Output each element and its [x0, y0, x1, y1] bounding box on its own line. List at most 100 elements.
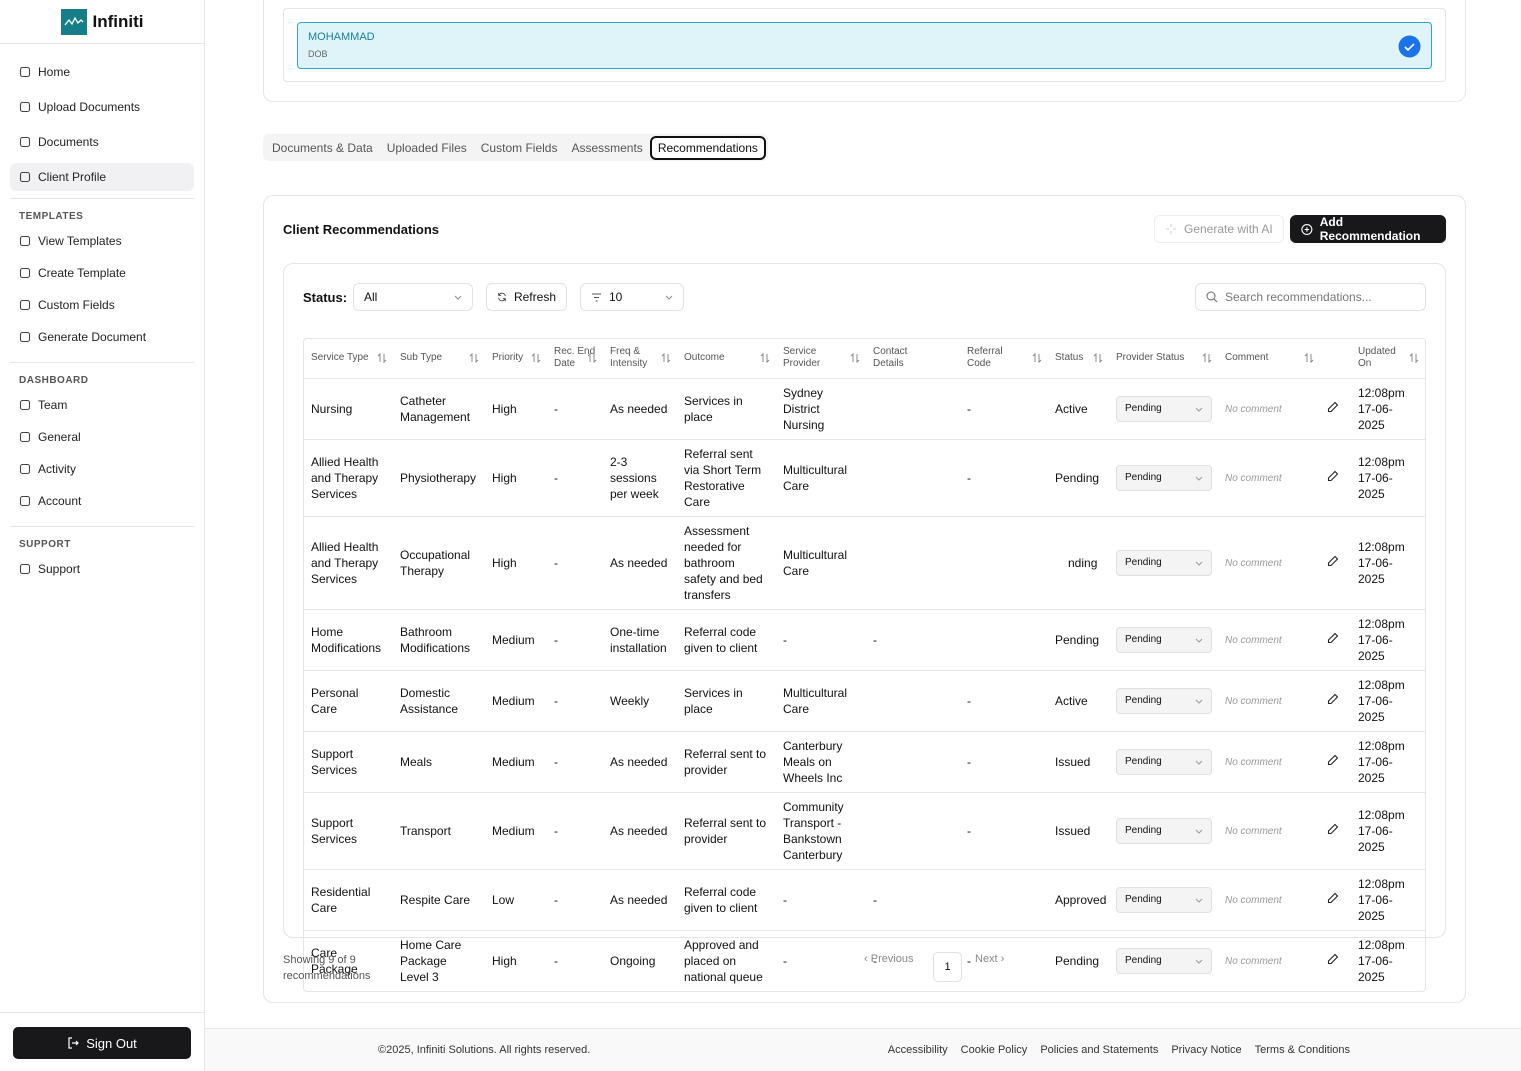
end-date: -: [554, 470, 558, 485]
cell-referral: -: [960, 378, 1048, 440]
nav-item[interactable]: Upload Documents: [10, 93, 194, 121]
edit-button[interactable]: [1327, 401, 1339, 416]
cell-contact: [866, 731, 960, 793]
column-header: Status: [1048, 339, 1109, 379]
nav-item[interactable]: View Templates: [10, 227, 194, 255]
cell-end-date: -: [547, 670, 603, 732]
tab[interactable]: Documents & Data: [272, 140, 373, 155]
nav-item[interactable]: Activity: [10, 455, 194, 483]
comment: No comment: [1225, 403, 1282, 415]
client-item[interactable]: MOHAMMAD DOB: [297, 22, 1432, 69]
page-number[interactable]: 1: [933, 952, 962, 982]
cell-outcome: Referral sent via Short Term Restorative…: [677, 439, 776, 517]
tab[interactable]: Recommendations: [649, 135, 766, 160]
provider-status-select[interactable]: Pending: [1116, 626, 1212, 653]
footer-link[interactable]: Privacy Notice: [1171, 1044, 1242, 1056]
edit-button[interactable]: [1327, 892, 1339, 907]
nav-sections: TEMPLATES View Templates Create Template Cu…: [0, 198, 204, 594]
tab[interactable]: Uploaded Files: [386, 140, 467, 155]
service-type: Nursing: [311, 401, 353, 416]
updated-date: 17-06-2025: [1358, 632, 1393, 663]
contact: -: [873, 892, 877, 907]
sign-out-button[interactable]: Sign Out: [13, 1027, 191, 1059]
add-recommendation-button[interactable]: Add Recommendation: [1290, 215, 1446, 243]
cell-freq: Weekly: [603, 670, 677, 732]
footer-link[interactable]: Terms & Conditions: [1254, 1044, 1350, 1056]
cell-freq: As needed: [603, 516, 677, 610]
generate-ai-button[interactable]: Generate with AI: [1154, 215, 1284, 243]
search-input[interactable]: Search recommendations...: [1195, 283, 1426, 311]
updated-time: 12:08pm: [1358, 876, 1405, 891]
previous-button[interactable]: ‹ Previous: [864, 953, 914, 965]
cell-comment: No comment: [1218, 516, 1320, 610]
provider: -: [783, 892, 787, 907]
comment: No comment: [1225, 955, 1282, 967]
table-row: Home Modifications Bathroom Modifications…: [304, 609, 1425, 671]
nav-item[interactable]: General: [10, 423, 194, 451]
column-header-label: Comment: [1225, 352, 1269, 364]
provider-status-select[interactable]: Pending: [1116, 748, 1212, 775]
cell-end-date: -: [547, 930, 603, 991]
footer-link[interactable]: Policies and Statements: [1040, 1044, 1159, 1056]
referral: -: [967, 693, 971, 708]
cell-updated: 12:08pm 17-06-2025: [1351, 670, 1425, 732]
provider-status-select[interactable]: Pending: [1116, 464, 1212, 491]
edit-button[interactable]: [1327, 693, 1339, 708]
provider-status-select[interactable]: Pending: [1116, 687, 1212, 714]
nav-item[interactable]: Support: [10, 555, 194, 583]
nav-label: Account: [38, 494, 82, 508]
edit-button[interactable]: [1327, 823, 1339, 838]
edit-button[interactable]: [1327, 470, 1339, 485]
provider-status-select[interactable]: Pending: [1116, 549, 1212, 576]
nav-label: Home: [38, 65, 71, 79]
column-header: Rec. End Date: [547, 339, 603, 379]
updated-time: 12:08pm: [1358, 385, 1405, 400]
next-button[interactable]: Next ›: [975, 953, 1005, 965]
nav-label: Client Profile: [38, 170, 107, 184]
contact: -: [873, 953, 877, 968]
updated-time: 12:08pm: [1358, 807, 1405, 822]
search-placeholder: Search recommendations...: [1225, 290, 1372, 304]
nav-item[interactable]: Create Template: [10, 259, 194, 287]
cell-sub-type: Meals: [393, 731, 485, 793]
nav-item[interactable]: Documents: [10, 128, 194, 156]
edit-button[interactable]: [1327, 555, 1339, 570]
nav-section: SUPPORT Support: [10, 526, 194, 594]
tab[interactable]: Assessments: [571, 140, 643, 155]
provider-status-select[interactable]: Pending: [1116, 886, 1212, 913]
nav-item[interactable]: Account: [10, 487, 194, 515]
contact: -: [873, 632, 877, 647]
nav-label: General: [38, 430, 81, 444]
freq: As needed: [610, 892, 668, 907]
nav-item[interactable]: Client Profile: [10, 163, 194, 191]
tab[interactable]: Custom Fields: [480, 140, 558, 155]
updated-date: 17-06-2025: [1358, 401, 1393, 432]
nav-item[interactable]: Generate Document: [10, 323, 194, 351]
provider-status-select[interactable]: Pending: [1116, 395, 1212, 422]
page-size-select[interactable]: 10: [580, 283, 684, 311]
panel-title: Client Recommendations: [283, 222, 440, 237]
updated-date: 17-06-2025: [1358, 892, 1393, 923]
status-select[interactable]: All: [353, 283, 473, 311]
refresh-button[interactable]: Refresh: [486, 283, 567, 311]
footer-link[interactable]: Cookie Policy: [960, 1044, 1028, 1056]
column-header-label: Referral Code: [967, 346, 1003, 370]
nav-item[interactable]: Custom Fields: [10, 291, 194, 319]
cell-freq: One-time installation: [603, 609, 677, 671]
edit-button[interactable]: [1327, 632, 1339, 647]
cell-updated: 12:08pm 17-06-2025: [1351, 378, 1425, 440]
status: Pending: [1055, 470, 1100, 485]
service-type: Home Modifications: [311, 624, 382, 655]
cell-edit: [1320, 670, 1351, 732]
nav-item[interactable]: Home: [10, 58, 194, 86]
cell-comment: No comment: [1218, 378, 1320, 440]
provider-status-select[interactable]: Pending: [1116, 817, 1212, 844]
footer: ©2025, Infiniti Solutions. All rights re…: [205, 1028, 1521, 1071]
provider-status-select[interactable]: Pending: [1116, 947, 1212, 974]
edit-button[interactable]: [1327, 754, 1339, 769]
cell-provider: Multicultural Care: [776, 516, 866, 610]
cell-priority: High: [485, 930, 547, 991]
edit-button[interactable]: [1327, 953, 1339, 968]
footer-link[interactable]: Accessibility: [887, 1044, 948, 1056]
nav-item[interactable]: Team: [10, 391, 194, 419]
